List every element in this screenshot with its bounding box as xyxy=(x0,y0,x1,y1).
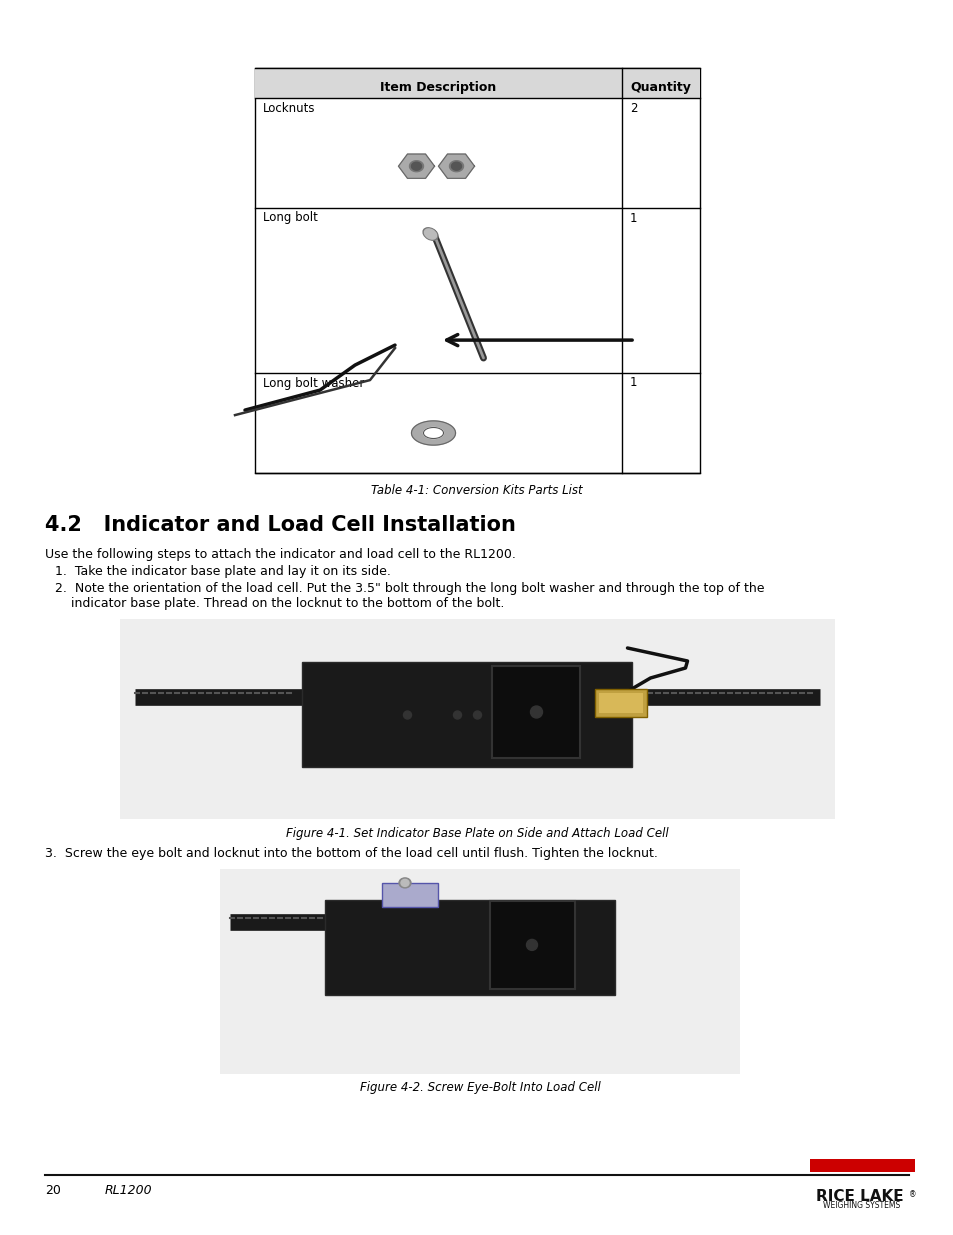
Ellipse shape xyxy=(530,706,542,718)
Text: 2: 2 xyxy=(629,101,637,115)
Text: Long bolt: Long bolt xyxy=(263,211,317,225)
Text: 1: 1 xyxy=(629,377,637,389)
Text: Long bolt washer: Long bolt washer xyxy=(263,377,364,389)
Text: Figure 4-1. Set Indicator Base Plate on Side and Attach Load Cell: Figure 4-1. Set Indicator Base Plate on … xyxy=(285,826,668,840)
Polygon shape xyxy=(411,421,455,445)
Polygon shape xyxy=(411,162,421,170)
Text: WEIGHING SYSTEMS: WEIGHING SYSTEMS xyxy=(822,1200,900,1210)
Polygon shape xyxy=(423,427,443,438)
Ellipse shape xyxy=(453,711,461,719)
Polygon shape xyxy=(398,154,434,178)
Text: Locknuts: Locknuts xyxy=(263,101,315,115)
Text: 4.2   Indicator and Load Cell Installation: 4.2 Indicator and Load Cell Installation xyxy=(45,515,516,535)
Ellipse shape xyxy=(398,878,411,888)
Bar xyxy=(120,619,834,819)
Bar xyxy=(381,883,437,906)
Ellipse shape xyxy=(400,879,409,887)
Text: Quantity: Quantity xyxy=(630,82,691,95)
Polygon shape xyxy=(451,162,461,170)
Ellipse shape xyxy=(422,227,437,241)
Text: indicator base plate. Thread on the locknut to the bottom of the bolt.: indicator base plate. Thread on the lock… xyxy=(55,597,504,610)
Ellipse shape xyxy=(424,228,436,240)
Bar xyxy=(254,68,700,98)
Text: 2.  Note the orientation of the load cell. Put the 3.5" bolt through the long bo: 2. Note the orientation of the load cell… xyxy=(55,582,763,595)
Text: 3.  Screw the eye bolt and locknut into the bottom of the load cell until flush.: 3. Screw the eye bolt and locknut into t… xyxy=(45,847,658,860)
Bar xyxy=(254,68,700,473)
Text: Figure 4-2. Screw Eye-Bolt Into Load Cell: Figure 4-2. Screw Eye-Bolt Into Load Cel… xyxy=(359,1082,599,1094)
Text: Table 4-1: Conversion Kits Parts List: Table 4-1: Conversion Kits Parts List xyxy=(371,484,582,498)
Text: RICE LAKE: RICE LAKE xyxy=(816,1189,902,1204)
Bar xyxy=(302,662,632,767)
Text: 20: 20 xyxy=(45,1183,61,1197)
Text: RL1200: RL1200 xyxy=(105,1183,152,1197)
Text: ®: ® xyxy=(908,1191,916,1199)
Bar xyxy=(809,1158,914,1172)
Bar xyxy=(325,900,615,995)
Bar xyxy=(595,689,647,718)
Polygon shape xyxy=(438,154,474,178)
Ellipse shape xyxy=(403,711,411,719)
Text: 1: 1 xyxy=(629,211,637,225)
Bar xyxy=(220,869,740,1074)
Text: Item Description: Item Description xyxy=(380,82,497,95)
Text: Use the following steps to attach the indicator and load cell to the RL1200.: Use the following steps to attach the in… xyxy=(45,548,516,561)
Polygon shape xyxy=(449,161,463,172)
Bar xyxy=(490,900,575,989)
Ellipse shape xyxy=(526,940,537,951)
Ellipse shape xyxy=(473,711,481,719)
Bar xyxy=(598,693,643,713)
Text: 1.  Take the indicator base plate and lay it on its side.: 1. Take the indicator base plate and lay… xyxy=(55,564,391,578)
Bar xyxy=(492,666,579,758)
Polygon shape xyxy=(409,161,423,172)
